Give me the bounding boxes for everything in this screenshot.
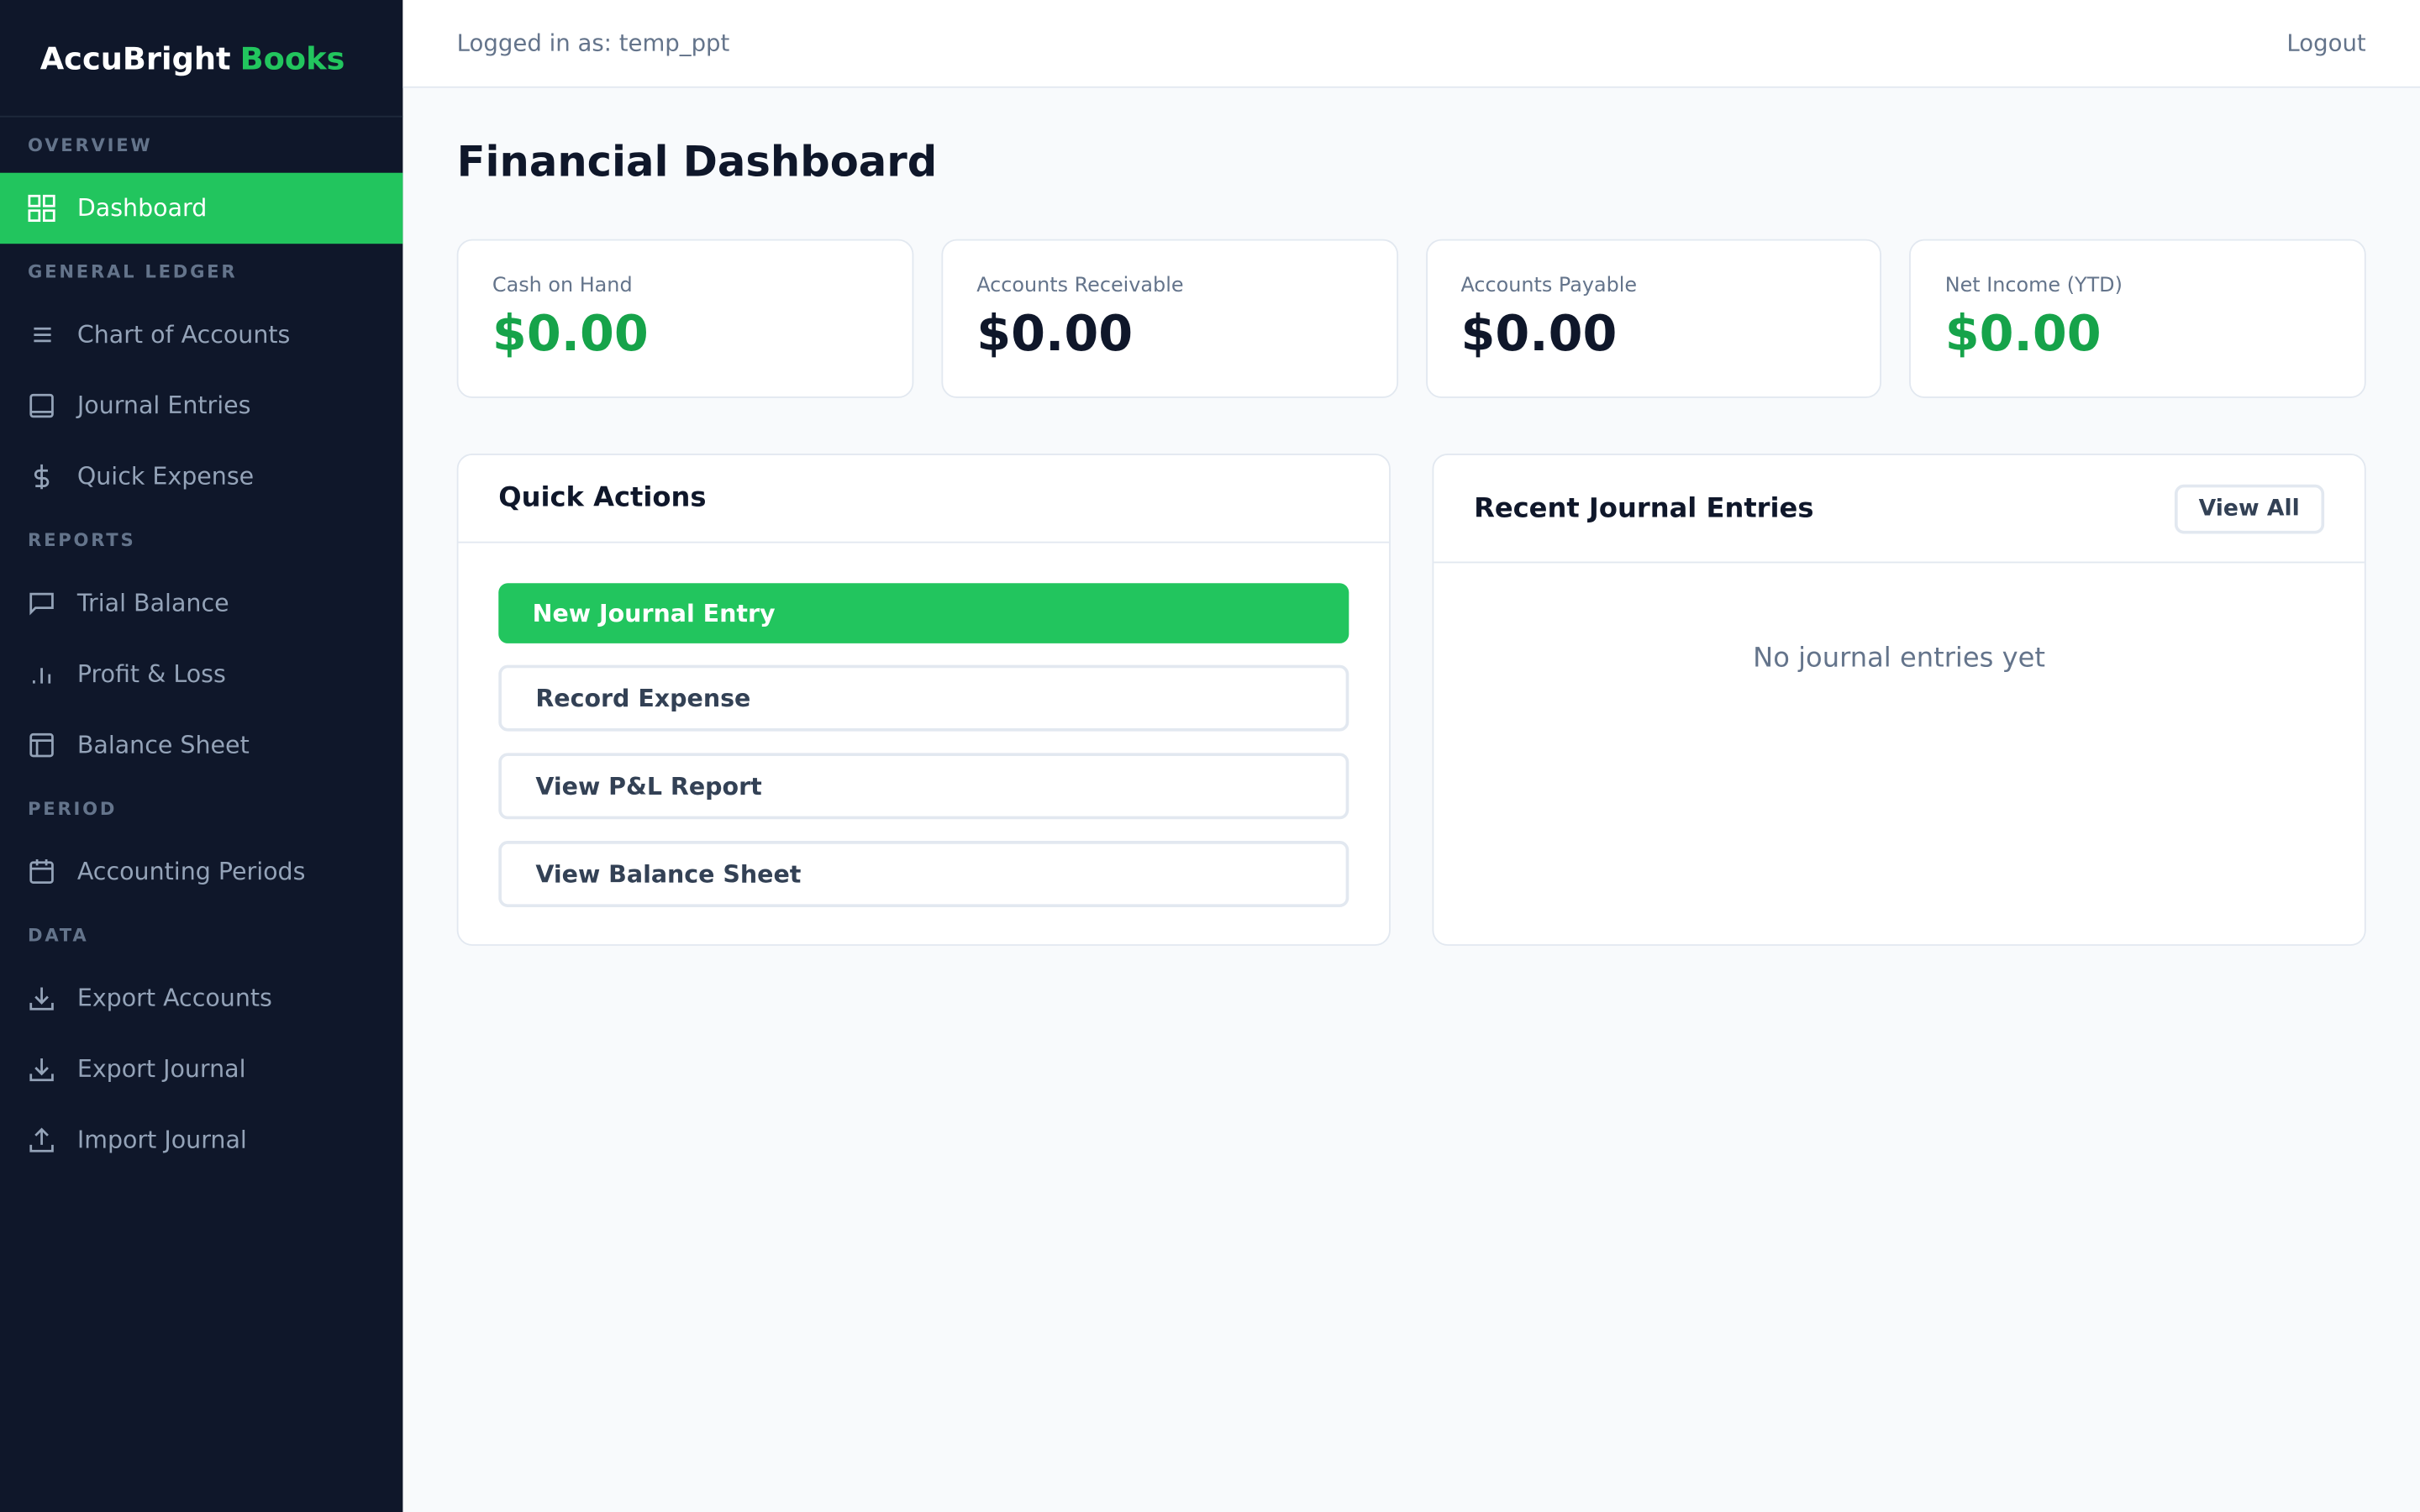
sidebar-item-label: Accounting Periods (76, 858, 306, 886)
download-icon (29, 987, 54, 1011)
sidebar-item-label: Balance Sheet (76, 731, 250, 759)
stat-label: Accounts Payable (1460, 274, 1638, 298)
logout-link[interactable]: Logout (2286, 29, 2366, 57)
brand-accent: Books (239, 39, 345, 76)
stat-value: $0.00 (1944, 303, 2102, 363)
view-balance-sheet-button[interactable]: View Balance Sheet (498, 841, 1349, 908)
sidebar-item-export-accounts[interactable]: Export Accounts (0, 963, 402, 1033)
section-data: DATA (28, 924, 89, 946)
sidebar-item-label: Export Accounts (76, 984, 272, 1012)
record-expense-button[interactable]: Record Expense (498, 664, 1349, 732)
panel-title: Recent Journal Entries (1474, 492, 1814, 524)
sidebar: AccuBright Books OVERVIEW Dashboard GENER… (0, 0, 403, 1512)
brand-name: AccuBright (39, 39, 231, 76)
main-content: Financial Dashboard Cash on Hand $0.00 Ac… (456, 87, 2366, 946)
stat-card-payable: Accounts Payable $0.00 (1425, 239, 1882, 398)
sidebar-item-accounting-periods[interactable]: Accounting Periods (0, 837, 402, 907)
sidebar-item-import-journal[interactable]: Import Journal (0, 1105, 402, 1175)
sidebar-item-journal-entries[interactable]: Journal Entries (0, 370, 402, 441)
stat-value: $0.00 (1460, 303, 1618, 363)
stat-card-cash: Cash on Hand $0.00 (456, 239, 913, 398)
sidebar-item-balance-sheet[interactable]: Balance Sheet (0, 710, 402, 780)
stat-label: Net Income (YTD) (1944, 274, 2123, 298)
new-journal-entry-button[interactable]: New Journal Entry (498, 583, 1349, 643)
grid-icon (28, 194, 55, 223)
stat-card-net-income: Net Income (YTD) $0.00 (1909, 239, 2366, 398)
dollar-icon (34, 464, 50, 490)
sidebar-item-label: Quick Expense (76, 463, 255, 491)
section-general-ledger: GENERAL LEDGER (28, 260, 238, 283)
sidebar-item-label: Journal Entries (76, 391, 251, 420)
stat-card-receivable: Accounts Receivable $0.00 (940, 239, 1398, 398)
view-pl-report-button[interactable]: View P&L Report (498, 753, 1349, 820)
message-icon (29, 592, 54, 616)
stat-label: Accounts Receivable (976, 274, 1184, 298)
quick-actions-panel: Quick Actions New Journal Entry Record E… (456, 454, 1391, 946)
sidebar-item-trial-balance[interactable]: Trial Balance (0, 568, 402, 638)
stat-cards: Cash on Hand $0.00 Accounts Receivable $0.… (456, 239, 2366, 398)
sidebar-item-label: Trial Balance (76, 589, 229, 617)
layout-icon (29, 732, 54, 758)
section-reports: REPORTS (28, 529, 136, 551)
list-icon (34, 327, 51, 343)
panel-title: Quick Actions (458, 455, 1390, 543)
download-icon (29, 1058, 54, 1082)
sidebar-item-dashboard[interactable]: Dashboard (0, 172, 403, 244)
brand-logo[interactable]: AccuBright Books (0, 0, 403, 118)
sidebar-item-profit-loss[interactable]: Profit & Loss (0, 638, 402, 709)
stat-value: $0.00 (976, 303, 1134, 363)
sidebar-item-chart-of-accounts[interactable]: Chart of Accounts (0, 299, 402, 370)
sidebar-item-label: Chart of Accounts (76, 321, 291, 349)
upload-icon (29, 1127, 54, 1152)
sidebar-item-quick-expense[interactable]: Quick Expense (0, 441, 402, 512)
logged-in-user: Logged in as: temp_ppt (456, 29, 730, 57)
empty-state: No journal entries yet (1753, 643, 2045, 675)
view-all-button[interactable]: View All (2174, 483, 2325, 533)
section-overview: OVERVIEW (28, 134, 153, 156)
stat-value: $0.00 (492, 303, 649, 363)
bar-chart-icon (33, 668, 51, 684)
book-icon (29, 393, 54, 418)
calendar-icon (29, 859, 54, 884)
sidebar-item-label: Import Journal (76, 1126, 247, 1154)
sidebar-item-label: Export Journal (76, 1055, 246, 1084)
page-title: Financial Dashboard (456, 139, 938, 187)
sidebar-item-label: Profit & Loss (76, 660, 226, 689)
stat-label: Cash on Hand (492, 274, 633, 298)
sidebar-item-label: Dashboard (76, 194, 208, 223)
recent-journal-entries-panel: Recent Journal Entries View All No journa… (1432, 454, 2366, 946)
section-period: PERIOD (28, 797, 118, 820)
top-bar: Logged in as: temp_ppt Logout (402, 0, 2420, 88)
sidebar-item-export-journal[interactable]: Export Journal (0, 1034, 402, 1105)
